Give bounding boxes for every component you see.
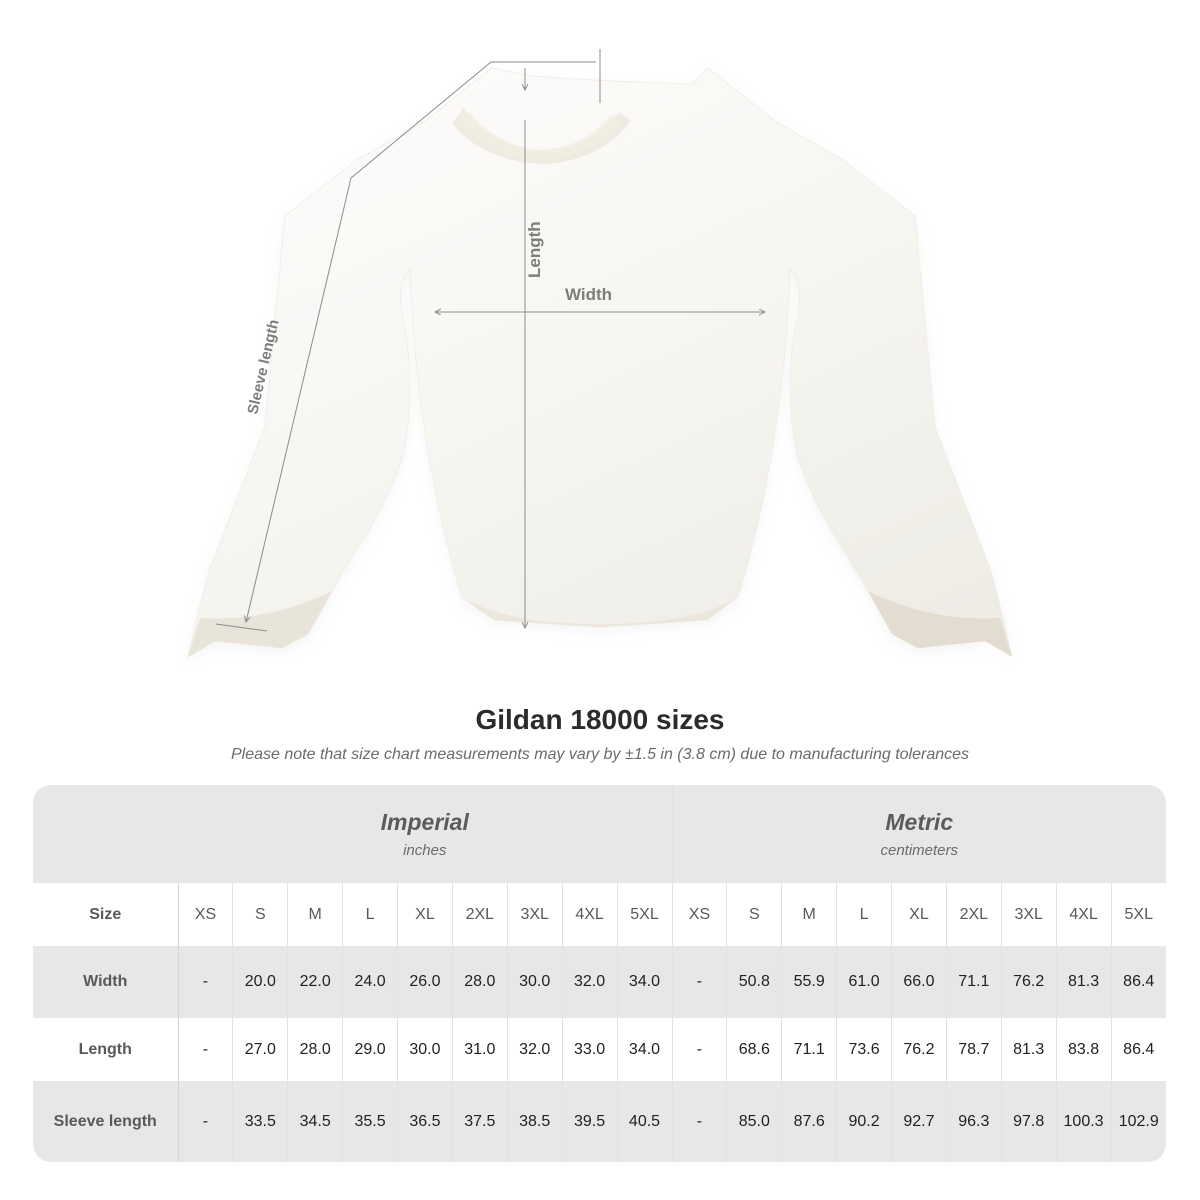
svg-text:Width: Width — [565, 285, 612, 304]
svg-text:Sleeve length: Sleeve length — [244, 318, 282, 416]
svg-text:Length: Length — [525, 221, 544, 278]
